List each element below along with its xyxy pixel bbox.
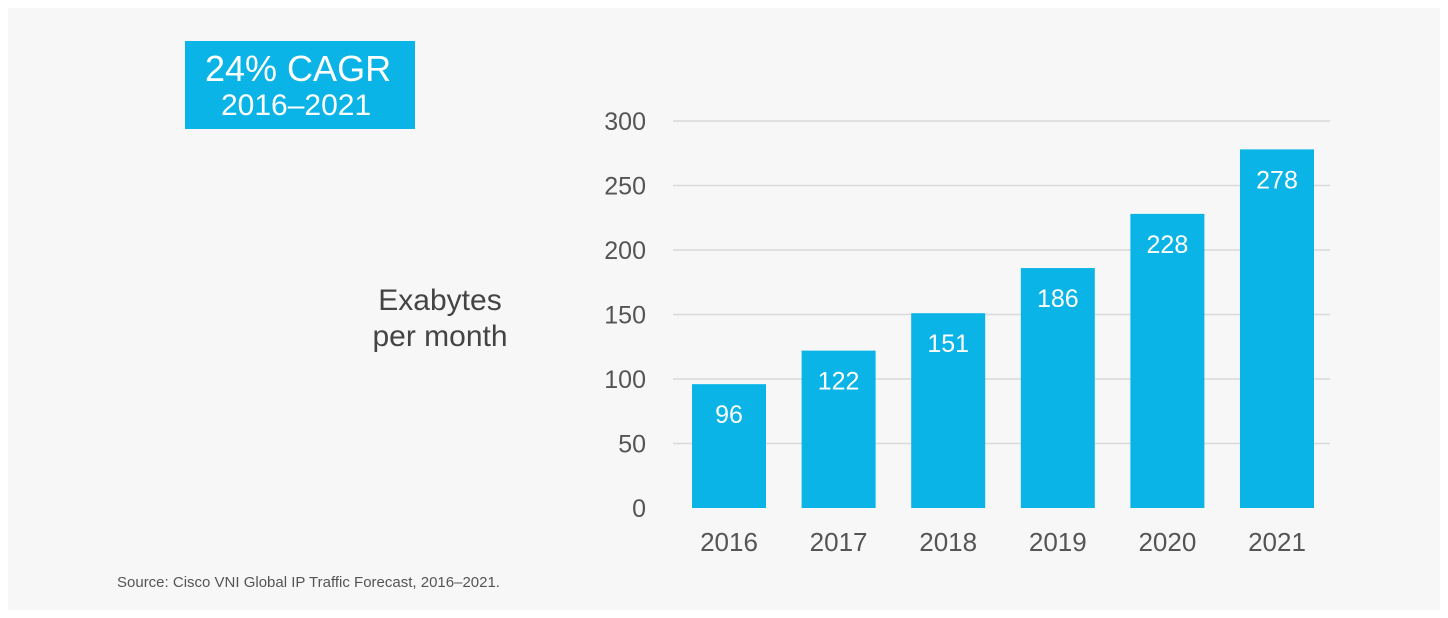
bar-value-label: 186 <box>1037 285 1079 313</box>
y-axis-label-line-1: Exabytes <box>378 284 502 317</box>
bar-value-label: 228 <box>1147 231 1189 259</box>
x-tick-label: 2017 <box>810 527 868 557</box>
bar-value-label: 96 <box>715 401 743 429</box>
y-axis-label: Exabytes per month <box>330 283 550 355</box>
bar-value-label: 122 <box>818 368 860 396</box>
bar <box>911 313 986 508</box>
bar <box>1020 268 1095 508</box>
x-tick-label: 2016 <box>700 527 758 557</box>
bar <box>801 350 876 508</box>
y-tick-label: 0 <box>632 495 646 523</box>
cagr-badge: 24% CAGR 2016–2021 <box>185 41 415 129</box>
cagr-badge-title: 24% CAGR <box>205 48 392 89</box>
x-tick-label: 2018 <box>919 527 977 557</box>
y-tick-label: 100 <box>604 366 646 394</box>
bar <box>692 384 766 508</box>
bar <box>1240 149 1314 508</box>
x-tick-label: 2019 <box>1029 527 1087 557</box>
y-tick-label: 50 <box>618 431 646 459</box>
y-tick-label: 300 <box>604 108 646 136</box>
bar-value-label: 151 <box>927 330 969 358</box>
y-axis-label-line-2: per month <box>372 320 508 353</box>
y-tick-label: 250 <box>604 173 646 201</box>
cagr-badge-period: 2016–2021 <box>221 89 372 122</box>
x-tick-label: 2020 <box>1138 527 1196 557</box>
x-tick-label: 2021 <box>1248 527 1306 557</box>
source-note: Source: Cisco VNI Global IP Traffic Fore… <box>117 574 500 591</box>
y-tick-label: 200 <box>604 237 646 265</box>
bar <box>1130 213 1205 508</box>
bar-value-label: 278 <box>1256 166 1298 194</box>
y-tick-label: 150 <box>604 302 646 330</box>
